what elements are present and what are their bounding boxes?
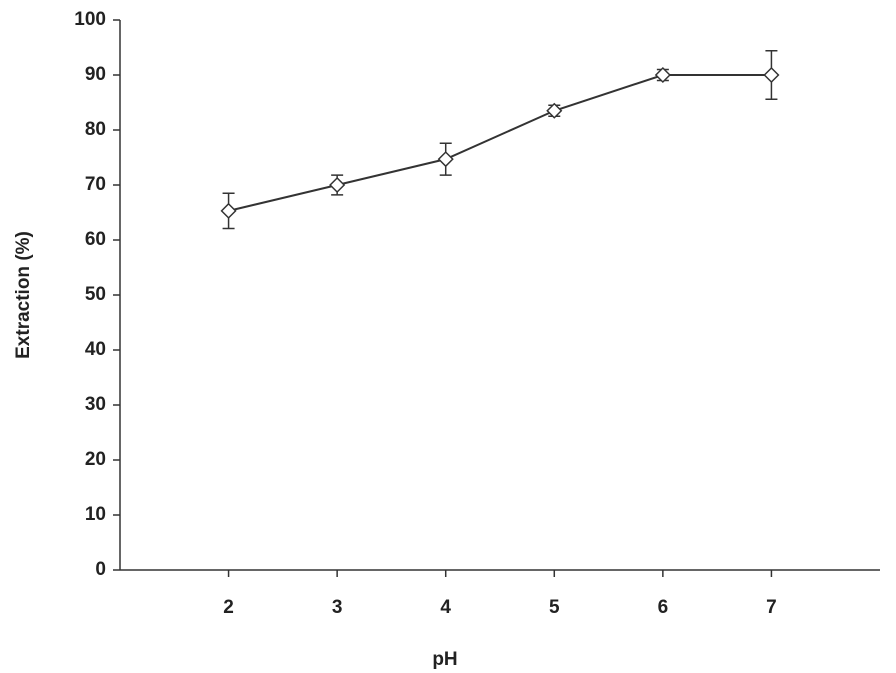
y-tick-label: 90	[85, 64, 106, 85]
y-tick-label: 80	[85, 119, 106, 140]
x-tick-label: 2	[223, 597, 234, 618]
marker	[763, 66, 780, 84]
y-tick-label: 70	[85, 174, 106, 195]
x-tick-label: 4	[440, 597, 451, 618]
x-tick-label: 6	[658, 597, 669, 618]
y-tick-label: 100	[74, 9, 106, 30]
y-tick-label: 30	[85, 394, 106, 415]
marker	[546, 102, 563, 119]
marker	[654, 66, 671, 84]
x-tick-label: 7	[766, 597, 777, 618]
y-tick-label: 40	[85, 339, 106, 360]
marker	[220, 202, 237, 219]
y-axis-label: Extraction (%)	[13, 231, 34, 359]
y-tick-label: 10	[85, 504, 106, 525]
marker	[329, 176, 346, 194]
y-tick-label: 60	[85, 229, 106, 250]
x-tick-label: 3	[332, 597, 343, 618]
y-tick-label: 0	[95, 559, 106, 580]
y-tick-label: 20	[85, 449, 106, 470]
data-line	[228, 74, 772, 212]
marker	[437, 151, 454, 168]
y-tick-label: 50	[85, 284, 106, 305]
x-axis-label: pH	[432, 649, 457, 670]
x-tick-label: 5	[549, 597, 560, 618]
